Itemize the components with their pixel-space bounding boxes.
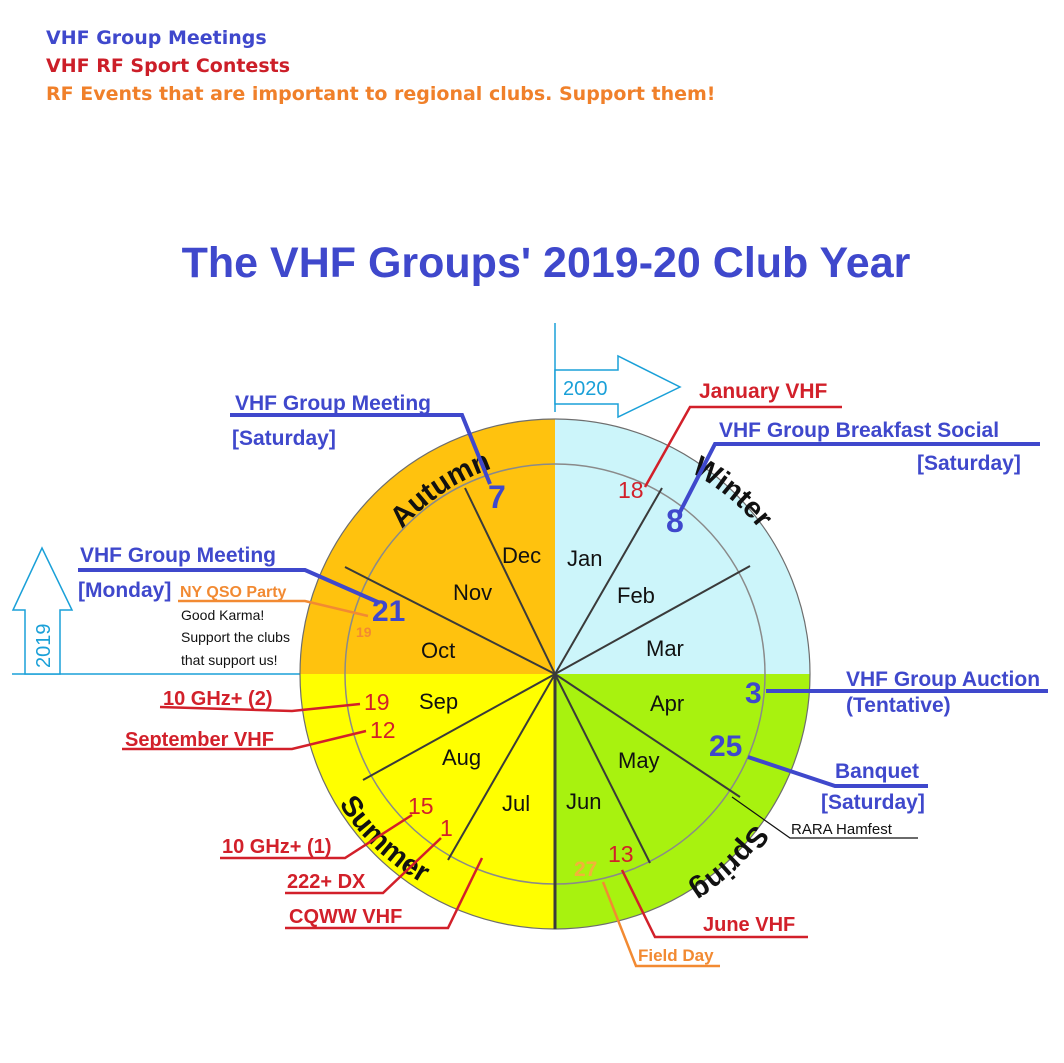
event-september-vhf: September VHF xyxy=(125,729,274,751)
month-feb: Feb xyxy=(617,583,655,608)
arrow-2019 xyxy=(11,546,74,675)
leader-ghz2 xyxy=(159,702,361,713)
month-dividers xyxy=(344,487,751,929)
month-jan: Jan xyxy=(567,546,602,571)
leader-oct-meeting xyxy=(78,568,381,605)
karma-note: Good Karma! Support the clubs that suppo… xyxy=(181,607,290,668)
leader-jan-vhf xyxy=(643,405,842,488)
legend-events: RF Events that are important to regional… xyxy=(46,83,716,105)
month-jul: Jul xyxy=(502,791,530,816)
date-numbers: 7 18 8 21 19 3 25 19 12 15 1 13 27 xyxy=(356,477,762,881)
leader-june-vhf xyxy=(620,869,808,939)
quadrant-spring xyxy=(555,674,810,929)
event-meeting-sat-day: [Saturday] xyxy=(232,427,336,450)
label-2019: 2019 xyxy=(33,624,55,669)
date-ghz2: 19 xyxy=(364,689,390,715)
month-oct: Oct xyxy=(421,638,455,663)
leader-lines xyxy=(78,405,1048,968)
month-sep: Sep xyxy=(419,689,458,714)
event-meeting-mon: VHF Group Meeting xyxy=(80,544,276,567)
leader-ghz1 xyxy=(220,813,413,860)
event-june-vhf: June VHF xyxy=(703,914,795,936)
event-222dx: 222+ DX xyxy=(287,871,366,893)
leader-cqww xyxy=(285,857,484,930)
date-field-day: 27 xyxy=(574,858,597,881)
event-banquet: Banquet xyxy=(835,760,919,783)
month-dec: Dec xyxy=(502,543,541,568)
legend: VHF Group Meetings VHF RF Sport Contests… xyxy=(46,24,715,108)
event-auction: VHF Group Auction xyxy=(846,668,1040,691)
karma-line-2: Support the clubs xyxy=(181,629,290,645)
date-june-vhf: 13 xyxy=(608,841,634,867)
month-jun: Jun xyxy=(566,789,601,814)
date-auction: 3 xyxy=(745,677,762,710)
quadrant-winter xyxy=(555,419,810,674)
month-aug: Aug xyxy=(442,745,481,770)
event-ghz1: 10 GHz+ (1) xyxy=(222,836,331,858)
event-rara-hamfest: RARA Hamfest xyxy=(791,821,893,838)
month-labels: Jan Feb Mar Apr May Jun Jul Aug Sep Oct … xyxy=(419,543,684,816)
event-auction-note: (Tentative) xyxy=(846,694,951,717)
event-cqww: CQWW VHF xyxy=(289,906,402,928)
legend-contests: VHF RF Sport Contests xyxy=(46,55,291,77)
karma-line-1: Good Karma! xyxy=(181,607,264,623)
event-breakfast: VHF Group Breakfast Social xyxy=(719,419,999,442)
leader-222dx xyxy=(285,837,442,895)
date-oct-meeting: 21 xyxy=(372,595,405,628)
event-january-vhf: January VHF xyxy=(699,380,828,403)
date-breakfast: 8 xyxy=(666,503,684,539)
event-ghz2: 10 GHz+ (2) xyxy=(163,688,272,710)
event-meeting-mon-day: [Monday] xyxy=(78,579,171,602)
leader-breakfast xyxy=(678,442,1040,513)
month-nov: Nov xyxy=(453,580,492,605)
leader-sept-vhf xyxy=(122,729,367,751)
event-meeting-sat: VHF Group Meeting xyxy=(235,392,431,415)
event-ny-qso: NY QSO Party xyxy=(180,584,287,601)
quadrant-summer xyxy=(300,674,555,929)
leader-hamfest xyxy=(731,796,918,839)
date-banquet: 25 xyxy=(709,730,742,763)
leader-field-day xyxy=(601,881,720,968)
date-ghz1: 15 xyxy=(408,793,434,819)
leader-dec-meeting xyxy=(230,413,492,485)
date-jan-vhf: 18 xyxy=(618,477,644,503)
diagram-title: The VHF Groups' 2019-20 Club Year xyxy=(182,239,911,287)
event-labels: VHF Group Meeting [Saturday] January VHF… xyxy=(78,380,1040,965)
month-may: May xyxy=(618,748,660,773)
arrow-2020 xyxy=(554,354,682,419)
event-breakfast-day: [Saturday] xyxy=(917,452,1021,475)
month-mar: Mar xyxy=(646,636,684,661)
event-field-day: Field Day xyxy=(638,946,714,965)
month-apr: Apr xyxy=(650,691,684,716)
leader-ny-qso xyxy=(178,599,369,618)
karma-line-3: that support us! xyxy=(181,652,278,668)
legend-meetings: VHF Group Meetings xyxy=(46,27,267,49)
event-banquet-day: [Saturday] xyxy=(821,791,925,814)
date-dec-meeting: 7 xyxy=(488,479,506,515)
date-sept-vhf: 12 xyxy=(370,717,396,743)
date-cqww: 1 xyxy=(440,815,453,841)
date-ny-qso: 19 xyxy=(356,624,372,640)
leader-banquet xyxy=(747,755,928,788)
label-2020: 2020 xyxy=(563,378,608,400)
